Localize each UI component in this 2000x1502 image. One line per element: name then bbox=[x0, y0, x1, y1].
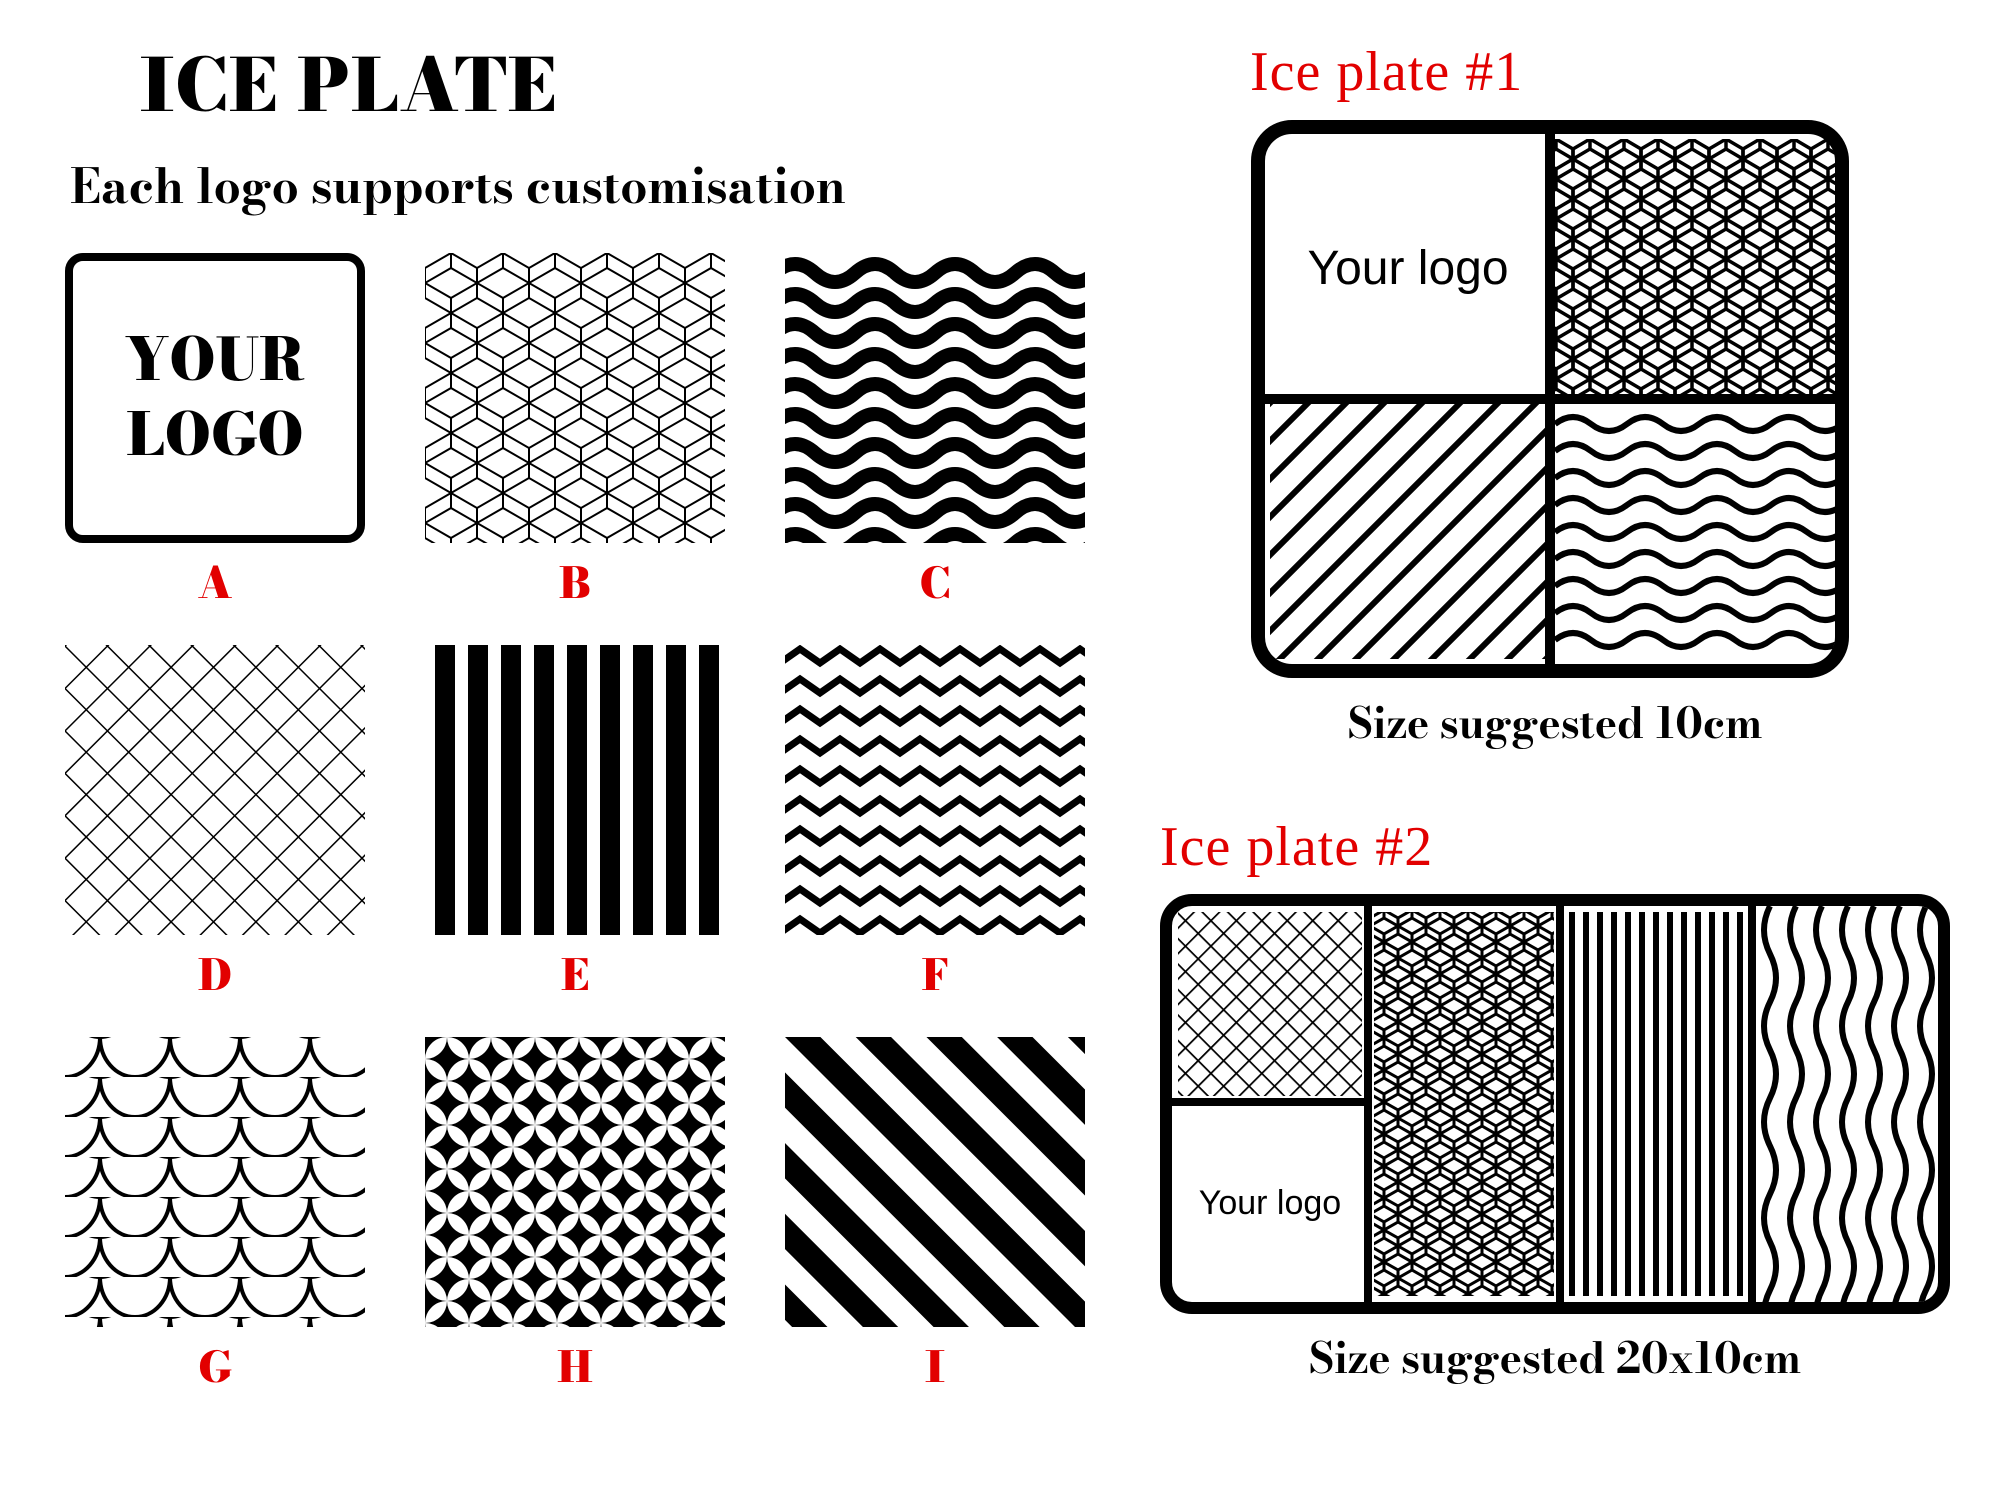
swatch-label-E: E bbox=[561, 943, 589, 1007]
ice-plate-2: Ice plate #2 bbox=[1160, 815, 1950, 1390]
plate1-illustration: Your logo bbox=[1250, 119, 1850, 679]
plate2-heading: Ice plate #2 bbox=[1160, 815, 1950, 879]
swatch-cell-H: H bbox=[420, 1037, 730, 1399]
swatch-grid: YOUR LOGO A bbox=[60, 253, 1090, 1399]
page: ICE PLATE Each logo supports customisati… bbox=[40, 30, 1960, 1399]
hexagon-pattern-icon bbox=[425, 253, 725, 543]
quatrefoil-pattern-icon bbox=[425, 1037, 725, 1327]
ice-plate-1: Ice plate #1 bbox=[1250, 40, 1860, 755]
main-title: ICE PLATE bbox=[140, 30, 1090, 140]
swatch-label-H: H bbox=[557, 1335, 593, 1399]
fishscale-pattern-icon bbox=[65, 1037, 365, 1327]
plate1-logo-text: Your logo bbox=[1307, 242, 1508, 295]
plate1-heading: Ice plate #1 bbox=[1250, 40, 1860, 104]
diagonal-stripes-icon bbox=[785, 1037, 1085, 1327]
plate2-caption: Size suggested 20x10cm bbox=[1160, 1326, 1950, 1390]
swatch-cell-B: B bbox=[420, 253, 730, 615]
swatch-label-C: C bbox=[920, 551, 951, 615]
swatch-cell-F: F bbox=[780, 645, 1090, 1007]
swatch-cell-I: I bbox=[780, 1037, 1090, 1399]
swatch-cell-C: C bbox=[780, 253, 1090, 615]
left-column: ICE PLATE Each logo supports customisati… bbox=[40, 30, 1090, 1399]
right-column: Ice plate #1 bbox=[1150, 30, 1960, 1399]
wave-pattern-icon bbox=[785, 253, 1085, 543]
swatch-label-A: A bbox=[198, 551, 233, 615]
swatch-cell-E: E bbox=[420, 645, 730, 1007]
swatch-label-F: F bbox=[922, 943, 949, 1007]
logo-line1: YOUR bbox=[125, 323, 305, 398]
swatch-label-I: I bbox=[925, 1335, 945, 1399]
subtitle: Each logo supports customisation bbox=[70, 150, 1090, 223]
swatch-label-D: D bbox=[198, 943, 232, 1007]
vertical-stripes-icon bbox=[425, 645, 725, 935]
logo-placeholder: YOUR LOGO bbox=[65, 253, 365, 543]
swatch-cell-A: YOUR LOGO A bbox=[60, 253, 370, 615]
swatch-label-B: B bbox=[559, 551, 591, 615]
swatch-label-G: G bbox=[198, 1335, 232, 1399]
zigzag-pattern-icon bbox=[785, 645, 1085, 935]
plate2-illustration: Your logo bbox=[1160, 894, 1950, 1314]
swatch-cell-G: G bbox=[60, 1037, 370, 1399]
swatch-cell-D: D bbox=[60, 645, 370, 1007]
plate1-caption: Size suggested 10cm bbox=[1250, 691, 1860, 755]
crosshatch-pattern-icon bbox=[65, 645, 365, 935]
logo-line2: LOGO bbox=[126, 398, 303, 473]
plate2-logo-text: Your logo bbox=[1199, 1184, 1341, 1222]
